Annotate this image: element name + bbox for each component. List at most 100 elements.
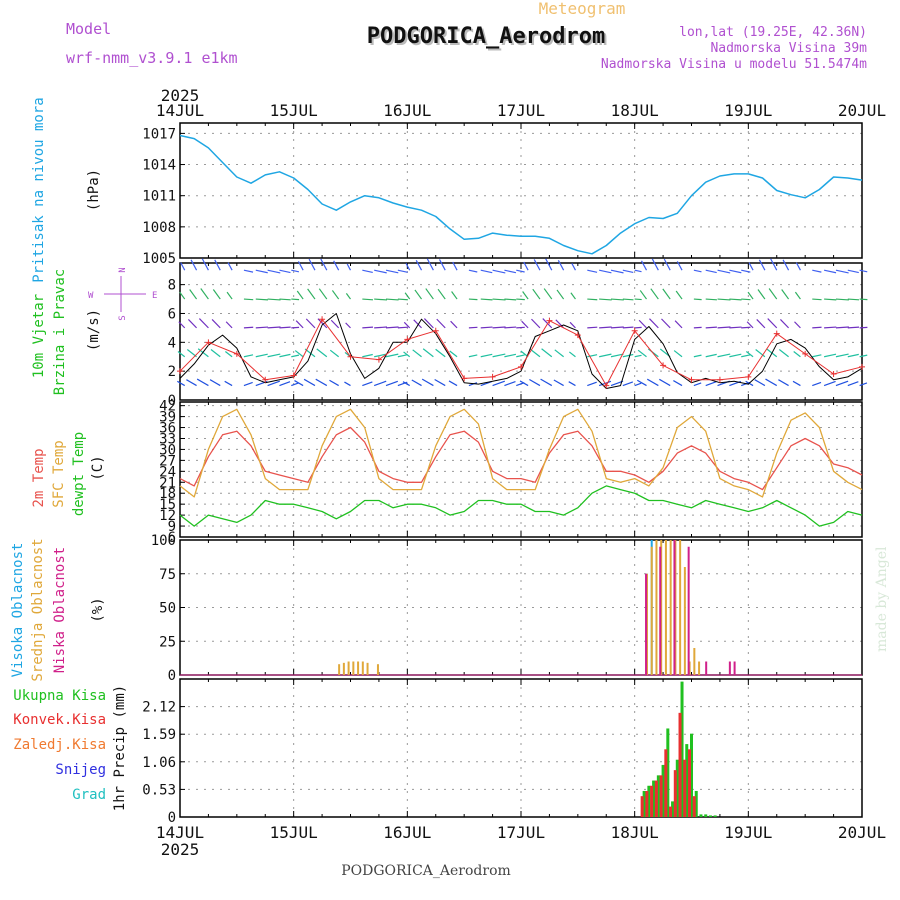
wind-arrow	[385, 326, 399, 329]
precip-label-conv: Konvek.Kisa	[13, 712, 106, 728]
y-tick-label: 2.12	[142, 700, 176, 716]
wind-arrow	[748, 262, 754, 271]
wind-arrow	[374, 326, 387, 329]
pressure-axis-label: Pritisak na nivou mora	[31, 97, 47, 282]
wind-arrow	[646, 378, 659, 387]
precip-bar-total	[685, 744, 689, 817]
gust-marker	[688, 376, 695, 383]
wind-arrow	[448, 380, 458, 387]
wind-arrow	[835, 298, 849, 301]
compass-west: W	[88, 291, 94, 301]
panel-frame	[179, 539, 863, 676]
wind-arrow	[717, 298, 731, 301]
wind-arrow	[693, 298, 702, 301]
wind-arrow	[345, 293, 351, 300]
x-axis-bottom: 14JUL 15JUL 16JUL 17JUL 18JUL 19JUL 20JUL	[156, 823, 886, 842]
wind-arrow	[397, 269, 408, 273]
gust-marker	[432, 327, 439, 334]
wind-arrow	[362, 353, 373, 358]
wind-arrow	[243, 298, 254, 301]
wind-arrow	[599, 298, 612, 301]
lonlat-label: lon,lat (19.25E, 42.36N)	[679, 25, 867, 40]
precip-bar-total	[652, 780, 656, 817]
cloud-bar-mid	[361, 661, 364, 675]
wind-arrow	[492, 380, 506, 387]
precip-bar-total	[656, 775, 660, 817]
wind-arrow	[622, 269, 634, 274]
wind-arrow	[492, 298, 506, 301]
wind-arrow	[587, 354, 598, 358]
wind-arrow	[177, 380, 186, 387]
pressure-panel: 1005 1008 1011 1014 1017	[142, 122, 863, 267]
wind-arrow	[437, 288, 446, 300]
wind-arrow	[693, 269, 702, 273]
wind-arrow	[622, 381, 634, 387]
gust-marker	[461, 375, 468, 382]
x-tick-label: 16JUL	[383, 101, 431, 120]
wind-arrow	[411, 379, 422, 387]
wind-arrow	[412, 349, 422, 358]
wind-arrow	[673, 380, 683, 387]
temp-2m-line	[179, 426, 863, 491]
wind-arrow	[449, 350, 458, 358]
watermark: made by Angel	[874, 546, 890, 652]
wind-arrow	[212, 289, 221, 300]
y-tick-label: 25	[159, 634, 176, 650]
wind-arrow	[794, 321, 801, 329]
wind-arrow	[329, 379, 339, 387]
y-tick-label: 24	[159, 464, 176, 480]
wind-arrow	[847, 381, 859, 387]
wind-arrow	[451, 291, 458, 300]
wind-arrow	[587, 298, 598, 301]
wind-arrow	[468, 269, 478, 273]
wind-arrow	[859, 326, 868, 329]
year-label-top: 2025	[161, 86, 200, 105]
cloud-bar-mid	[693, 648, 696, 675]
precip-bar-total	[694, 790, 698, 817]
wind-arrow	[651, 258, 659, 271]
station-title: PODGORICA_Aerodrom	[369, 26, 607, 51]
cloud-axis-label-3: Niska Oblacnost	[52, 547, 68, 673]
y-tick-label: 2	[168, 364, 176, 380]
cloud-bar-low	[733, 661, 736, 675]
y-tick-label: 0	[168, 393, 176, 409]
cloud-bar-mid	[650, 546, 653, 675]
wind-arrow	[553, 379, 564, 387]
gust-marker	[518, 363, 524, 370]
gust-marker	[745, 373, 752, 380]
wind-arrow	[279, 326, 291, 329]
wind-arrow	[423, 318, 434, 329]
wind-arrow	[305, 318, 316, 329]
y-tick-label: 9	[168, 519, 176, 535]
x-tick-label: 17JUL	[497, 823, 545, 842]
y-tick-label: 6	[168, 306, 176, 322]
wind-arrow	[522, 291, 529, 300]
wind-arrow	[331, 290, 340, 300]
cloud-unit-label: (%)	[90, 597, 106, 622]
wind-arrow	[224, 380, 233, 387]
wind-arrow	[296, 290, 304, 300]
wind-arrow	[291, 382, 299, 387]
wind-arrow	[468, 326, 478, 329]
wind-arrow	[717, 353, 731, 358]
precip-bar-total	[704, 814, 708, 817]
wind-arrow	[610, 326, 624, 329]
x-tick-label: 18JUL	[611, 823, 659, 842]
gust-marker	[489, 373, 496, 380]
wind-arrow	[555, 319, 565, 329]
station-title-shadow: PODGORICA_Aerodrom	[367, 24, 605, 49]
y-tick-label: 27	[159, 453, 176, 469]
x-tick-label: 18JUL	[611, 101, 659, 120]
wind-arrow	[516, 269, 525, 273]
gust-marker	[716, 376, 723, 383]
wind-arrow	[345, 322, 351, 329]
wind-arrow	[705, 326, 717, 329]
precip-bar-total	[699, 814, 703, 817]
y-tick-label: 1008	[142, 220, 176, 236]
wind-arrow	[768, 288, 778, 300]
cloud-bar-mid	[338, 664, 341, 675]
x-tick-label: 20JUL	[838, 823, 886, 842]
wind-arrow	[637, 349, 647, 358]
wind-arrow	[754, 379, 766, 387]
